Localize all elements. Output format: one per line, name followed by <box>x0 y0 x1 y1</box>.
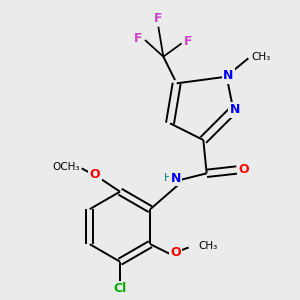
Text: N: N <box>223 69 233 82</box>
Text: F: F <box>134 32 142 45</box>
Text: CH₃: CH₃ <box>199 241 218 251</box>
Text: CH₃: CH₃ <box>252 52 271 62</box>
Text: O: O <box>90 168 100 181</box>
Text: Cl: Cl <box>113 283 127 296</box>
Text: H: H <box>164 173 172 183</box>
Text: O: O <box>170 246 181 259</box>
Text: O: O <box>238 164 249 176</box>
Text: OCH₃: OCH₃ <box>52 162 80 172</box>
Text: F: F <box>154 12 163 25</box>
Text: N: N <box>230 103 240 116</box>
Text: N: N <box>170 172 181 185</box>
Text: F: F <box>184 35 193 48</box>
